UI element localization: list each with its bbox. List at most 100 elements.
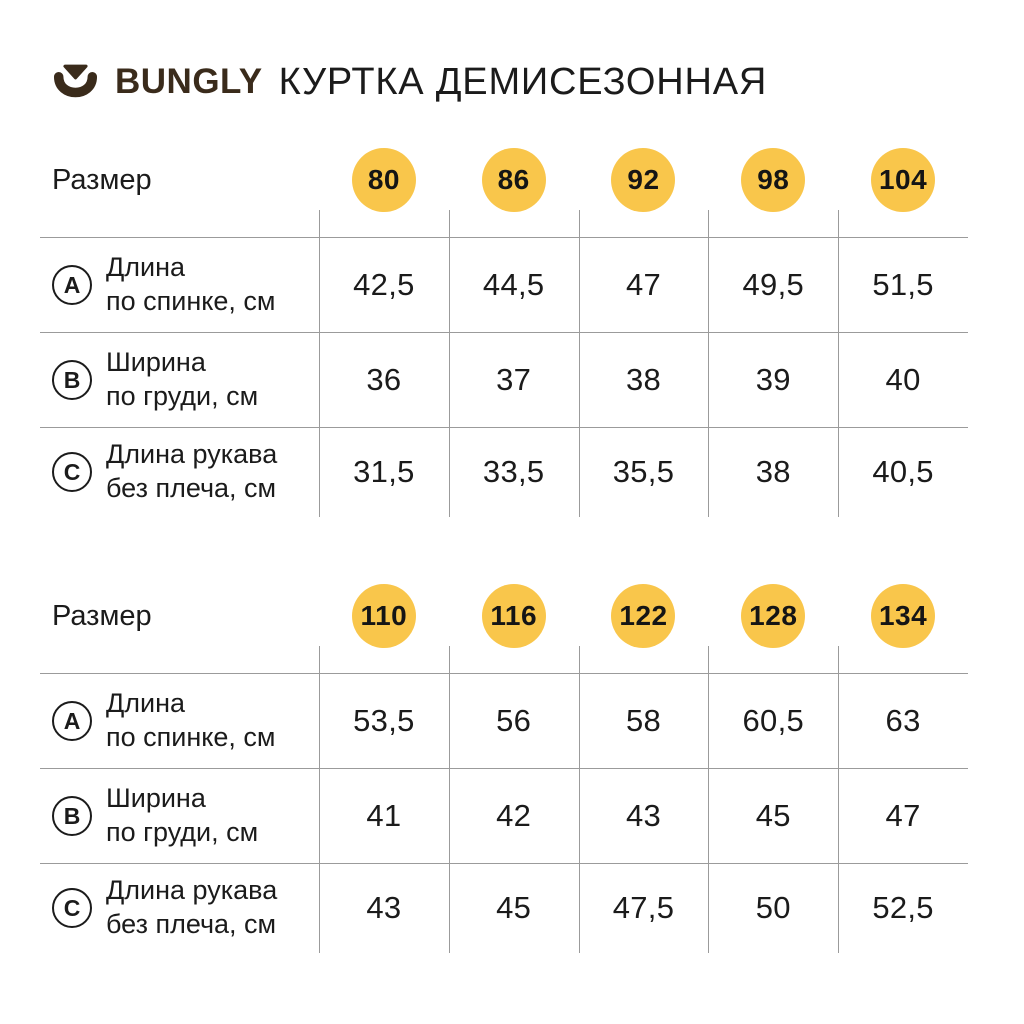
measurement-value: 47,5 — [612, 890, 675, 925]
measurement-value: 42,5 — [353, 267, 415, 302]
label-cell: B Ширина по груди, см — [40, 782, 319, 850]
size-cell: 98 — [708, 148, 838, 212]
measurement-value: 51,5 — [872, 267, 934, 302]
label-cell: A Длина по спинке, см — [40, 251, 319, 319]
size-badge-98: 98 — [741, 148, 806, 212]
measurement-value: 49,5 — [742, 267, 805, 302]
measurement-value: 43 — [366, 890, 402, 925]
size-table-2: Размер 110 116 122 128 134 A Длина по сп… — [40, 584, 968, 953]
measurement-value: 40 — [885, 362, 921, 397]
measure-label-line2: без плеча, см — [106, 909, 277, 939]
measure-letter-badge-c: C — [52, 888, 92, 928]
size-cell: 92 — [579, 148, 709, 212]
measurement-value: 47 — [885, 798, 921, 833]
label-cell: C Длина рукава без плеча, см — [40, 438, 319, 506]
measure-label: Длина рукава без плеча, см — [106, 874, 277, 942]
size-badge-92: 92 — [611, 148, 676, 212]
column-divider — [838, 210, 840, 517]
measure-label-line2: по груди, см — [106, 381, 259, 411]
bungly-smile-logo-icon — [53, 64, 98, 98]
table-row-a: A Длина по спинке, см 53,5 56 58 60,5 63 — [40, 673, 968, 768]
size-row-label: Размер — [52, 163, 152, 196]
size-cell: 122 — [579, 584, 709, 648]
measure-label-line2: по спинке, см — [106, 286, 276, 316]
table-rows: A Длина по спинке, см 42,5 44,5 47 49,5 … — [40, 237, 968, 516]
measurement-value: 38 — [625, 362, 662, 397]
measure-label: Длина рукава без плеча, см — [106, 438, 277, 506]
measure-label-line2: по спинке, см — [106, 722, 276, 752]
measure-label-line2: без плеча, см — [106, 473, 277, 503]
label-cell: B Ширина по груди, см — [40, 346, 319, 414]
size-badge-110: 110 — [351, 584, 416, 648]
measurement-value: 33,5 — [482, 454, 545, 489]
measurement-value: 52,5 — [872, 890, 934, 925]
size-table-1: Размер 80 86 92 98 104 A Длина по спинке… — [40, 148, 968, 517]
measurement-value: 39 — [755, 362, 791, 397]
measurement-value: 35,5 — [612, 454, 675, 489]
measure-letter-badge-b: B — [52, 360, 92, 400]
column-divider — [448, 646, 450, 953]
measure-label-line1: Длина рукава — [106, 439, 278, 470]
table-row-c: C Длина рукава без плеча, см 43 45 47,5 … — [40, 863, 968, 952]
size-badge-104: 104 — [871, 148, 936, 212]
brand-name: BUNGLY — [115, 62, 263, 101]
size-header-row: Размер 110 116 122 128 134 — [40, 584, 968, 648]
size-header-row: Размер 80 86 92 98 104 — [40, 148, 968, 212]
size-cell: 80 — [319, 148, 449, 212]
measurement-value: 31,5 — [353, 454, 415, 489]
size-cell: 104 — [838, 148, 968, 212]
brand-header: BUNGLY КУРТКА ДЕМИСЕЗОННАЯ — [52, 56, 767, 108]
measurement-value: 56 — [496, 703, 532, 738]
size-cell: 116 — [449, 584, 579, 648]
measurement-value: 45 — [496, 890, 532, 925]
measurement-value: 44,5 — [482, 267, 545, 302]
measure-letter-badge-b: B — [52, 796, 92, 836]
column-divider — [319, 646, 320, 953]
measurement-value: 50 — [755, 890, 791, 925]
measurement-value: 63 — [885, 703, 921, 738]
size-badge-134: 134 — [871, 584, 936, 648]
measurement-value: 42 — [496, 798, 532, 833]
column-divider — [319, 210, 320, 517]
measure-letter-badge-a: A — [52, 701, 92, 741]
measurement-value: 47 — [625, 267, 662, 302]
size-cell: 134 — [838, 584, 968, 648]
table-row-b: B Ширина по груди, см 36 37 38 39 40 — [40, 332, 968, 427]
size-badge-80: 80 — [351, 148, 416, 212]
label-cell: C Длина рукава без плеча, см — [40, 874, 319, 942]
table-row-a: A Длина по спинке, см 42,5 44,5 47 49,5 … — [40, 237, 968, 332]
measurement-value: 43 — [625, 798, 662, 833]
column-divider — [578, 646, 580, 953]
table-row-b: B Ширина по груди, см 41 42 43 45 47 — [40, 768, 968, 863]
measure-label: Длина по спинке, см — [106, 251, 275, 319]
measurement-value: 60,5 — [742, 703, 805, 738]
size-badge-122: 122 — [611, 584, 676, 648]
column-divider — [708, 210, 710, 517]
measure-label: Ширина по груди, см — [106, 346, 258, 414]
table-rows: A Длина по спинке, см 53,5 56 58 60,5 63… — [40, 673, 968, 952]
measurement-value: 45 — [755, 798, 791, 833]
size-cell: 110 — [319, 584, 449, 648]
measure-label-line1: Длина рукава — [106, 875, 278, 906]
column-divider — [838, 646, 840, 953]
measure-letter-badge-c: C — [52, 452, 92, 492]
column-divider — [578, 210, 580, 517]
measurement-value: 37 — [496, 362, 532, 397]
column-divider — [708, 646, 710, 953]
measure-label-line1: Длина — [106, 688, 186, 719]
measurement-value: 36 — [366, 362, 402, 397]
measure-label-line1: Ширина — [106, 783, 206, 814]
size-row-label: Размер — [52, 599, 152, 632]
column-divider — [448, 210, 450, 517]
measure-letter-badge-a: A — [52, 265, 92, 305]
measure-label: Ширина по груди, см — [106, 782, 258, 850]
measure-label: Длина по спинке, см — [106, 687, 275, 755]
product-title: КУРТКА ДЕМИСЕЗОННАЯ — [278, 60, 768, 103]
measurement-value: 58 — [625, 703, 662, 738]
measurement-value: 38 — [755, 454, 791, 489]
measurement-value: 40,5 — [872, 454, 934, 489]
size-badge-86: 86 — [481, 148, 546, 212]
measurement-value: 53,5 — [353, 703, 415, 738]
size-cell: 86 — [449, 148, 579, 212]
